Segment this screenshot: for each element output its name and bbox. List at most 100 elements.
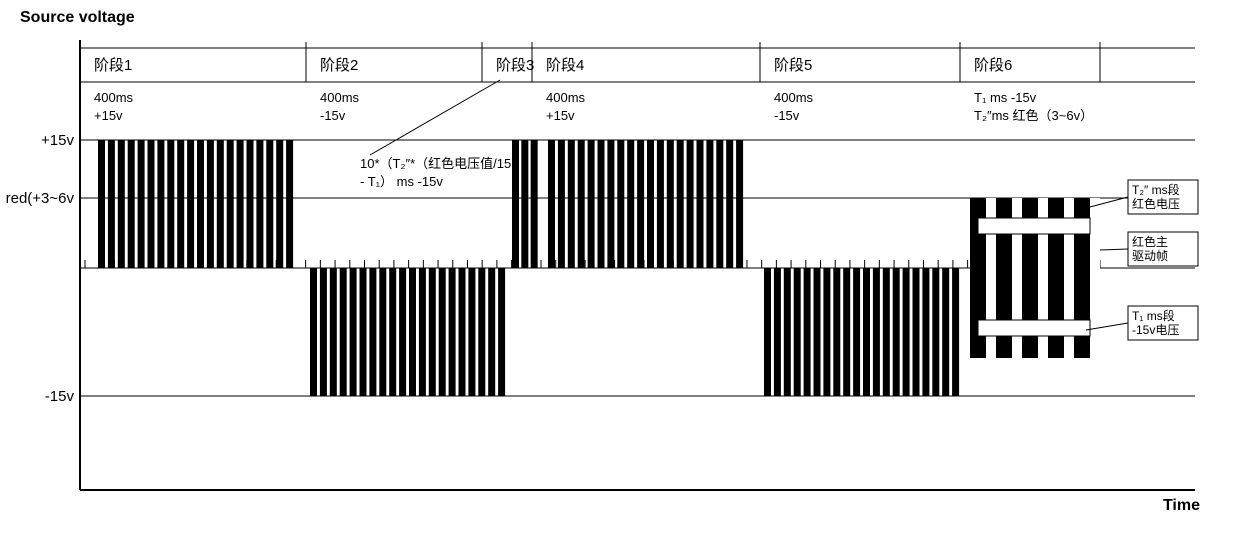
pulse-bar [478,268,485,396]
pulse-bar [369,268,376,396]
pulse-bar [266,140,273,268]
stage-info: T₁ ms -15v [974,90,1037,105]
x-axis-label: Time [1163,497,1200,514]
pulse-bar [449,268,456,396]
callout-text: T₁ ms段 [1132,308,1175,323]
pulse-bar [177,140,184,268]
pulse-bar [286,140,293,268]
pulse-bar [399,268,406,396]
callout-leader [1100,249,1128,250]
stage-info: 400ms [774,90,814,105]
pulse-bar [531,140,538,268]
pulse-bar [108,140,115,268]
pulse-bar [922,268,929,396]
pulse-bar [578,140,585,268]
callout-text: 红色电压 [1132,196,1180,211]
callout-text: 驱动帧 [1132,249,1168,263]
stage-label: 阶段3 [496,57,534,74]
stage-label: 阶段1 [94,57,132,74]
pulse-bar [952,268,959,396]
pulse-bar [207,140,214,268]
pulse-bar [774,268,781,396]
stage-info: T₂″ms 红色（3~6v） [974,108,1093,123]
pulse-bar [647,140,654,268]
pulse-bar [863,268,870,396]
pulse-bar [217,140,224,268]
pulse-bar [389,268,396,396]
waveform-diagram: Source voltage +15v red(+3~6v -15v 阶段1 400ms +… [0,0,1240,534]
stage-label: 阶段4 [546,57,584,74]
pulse-bar [706,140,713,268]
stage-info: 400ms [546,90,586,105]
stage3-annotation: - T₁） ms -15v [360,174,443,189]
pulse-bar [913,268,920,396]
pulse-bar [598,140,605,268]
pulse-bar [429,268,436,396]
pulse-bar [893,268,900,396]
pulse-bar [459,268,466,396]
pulse-bar [488,268,495,396]
pulse-bar [548,140,555,268]
stage-info: -15v [320,108,346,123]
y-tick-label: red(+3~6v [6,190,75,207]
callout-text: -15v电压 [1132,323,1179,337]
stage-info: +15v [546,108,575,123]
pulse-bar [138,140,145,268]
pulse-bar [784,268,791,396]
stage-info: +15v [94,108,123,123]
stage6-white-bar [1090,198,1100,358]
stage-label: 阶段6 [974,57,1012,74]
pulse-bar [310,268,317,396]
annotation-leader [370,80,500,155]
pulse-bar [98,140,105,268]
stage-label: 阶段2 [320,57,358,74]
pulse-bar [468,268,475,396]
pulse-bar [409,268,416,396]
stage-info: -15v [774,108,800,123]
stage-info: 400ms [320,90,360,105]
pulse-bar [657,140,664,268]
pulse-bar [276,140,283,268]
pulse-bar [256,140,263,268]
pulse-bar [823,268,830,396]
pulse-bar [237,140,244,268]
pulse-bar [379,268,386,396]
pulse-bar [903,268,910,396]
pulse-bar [804,268,811,396]
target-highlight [978,320,1090,336]
pulse-bar [637,140,644,268]
pulse-bar [833,268,840,396]
pulse-bar [118,140,125,268]
pulse-bar [716,140,723,268]
pulse-bar [794,268,801,396]
stage3-annotation: 10*（T₂″*（红色电压值/15） [360,156,524,171]
y-tick-label: +15v [41,132,74,149]
callout-text: 红色主 [1132,234,1168,249]
pulse-bar [157,140,164,268]
stage-info: 400ms [94,90,134,105]
pulse-bar [187,140,194,268]
pulse-bar [227,140,234,268]
pulse-bar [350,268,357,396]
pulse-bar [247,140,254,268]
pulse-bar [883,268,890,396]
pulse-bar [726,140,733,268]
pulse-bar [340,268,347,396]
pulse-bar [932,268,939,396]
pulse-bar [148,140,155,268]
pulse-bar [128,140,135,268]
y-axis-title: Source voltage [20,9,135,26]
stage-label: 阶段5 [774,57,812,74]
pulse-bar [568,140,575,268]
pulse-bar [942,268,949,396]
pulse-bar [736,140,743,268]
pulse-bar [439,268,446,396]
pulse-bar [330,268,337,396]
pulse-bar [627,140,634,268]
pulse-bar [588,140,595,268]
pulse-bar [607,140,614,268]
pulse-bar [360,268,367,396]
pulse-bar [677,140,684,268]
pulse-bar [167,140,174,268]
pulse-bar [853,268,860,396]
